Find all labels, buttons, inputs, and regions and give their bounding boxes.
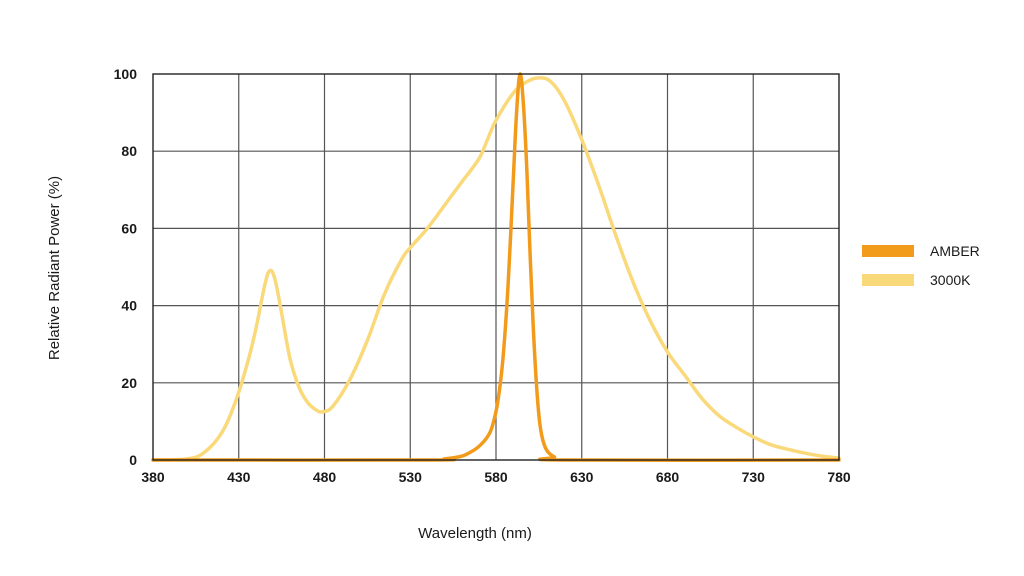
x-tick-label: 780 (827, 469, 851, 485)
grid (153, 74, 839, 460)
x-tick-label: 630 (570, 469, 594, 485)
x-axis-title: Wavelength (nm) (418, 525, 532, 542)
y-tick-label: 80 (121, 143, 137, 159)
plot-frame (152, 73, 840, 461)
y-tick-label: 40 (121, 298, 137, 314)
y-tick-label: 0 (129, 452, 137, 468)
x-tick-label: 530 (399, 469, 423, 485)
x-tick-label: 430 (227, 469, 251, 485)
x-tick-label: 680 (656, 469, 680, 485)
y-tick-label: 20 (121, 375, 137, 391)
x-tick-label: 480 (313, 469, 337, 485)
x-tick-label: 380 (141, 469, 165, 485)
x-tick-label: 730 (742, 469, 766, 485)
legend-swatch-3000k (862, 274, 914, 286)
axes (152, 73, 840, 461)
y-tick-label: 60 (121, 220, 137, 236)
series-line-amber (151, 72, 841, 462)
legend-swatch-amber (862, 245, 914, 257)
ticks: 380 430 480 530 580 630 680 730 780 0 20 40 60 80 100 (114, 66, 851, 485)
series-layer (151, 72, 841, 462)
y-axis-title: Relative Radiant Power (%) (46, 176, 63, 360)
y-tick-label: 100 (114, 66, 138, 82)
legend-label-3000k: 3000K (930, 272, 971, 288)
legend-label-amber: AMBER (930, 243, 980, 259)
series-line-3000k (151, 76, 841, 462)
legend: AMBER 3000K (862, 243, 980, 288)
x-tick-label: 580 (484, 469, 508, 485)
